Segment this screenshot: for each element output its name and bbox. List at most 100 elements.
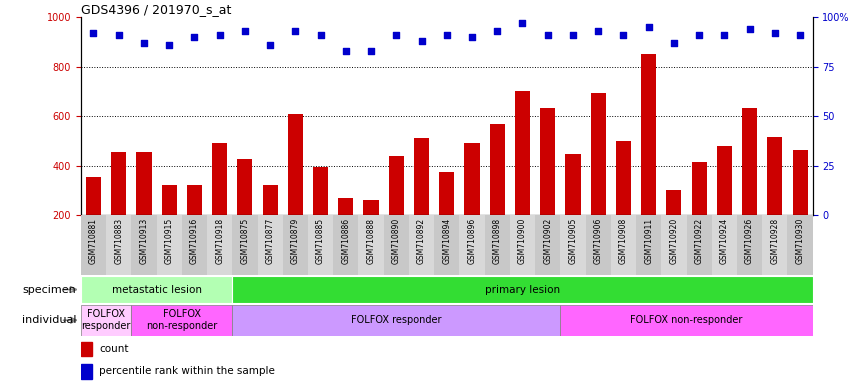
Text: GSM710898: GSM710898 [493,218,502,264]
Bar [81,215,106,275]
Text: GSM710883: GSM710883 [114,218,123,264]
Bar [81,305,131,336]
Point [87,30,100,36]
Bar [111,152,126,215]
Point [238,28,252,34]
Bar [661,215,687,275]
Text: GSM710894: GSM710894 [443,218,451,264]
Text: GSM710920: GSM710920 [670,218,678,264]
Text: GSM710926: GSM710926 [745,218,754,264]
Bar [232,215,258,275]
Point [440,32,454,38]
Text: FOLFOX non-responder: FOLFOX non-responder [631,315,743,325]
Text: GSM710918: GSM710918 [215,218,224,264]
Text: GSM710877: GSM710877 [266,218,275,264]
Bar [283,215,308,275]
Bar [334,215,358,275]
Bar [792,149,808,215]
Point [465,34,479,40]
Text: GSM710905: GSM710905 [568,218,578,265]
Text: individual: individual [22,315,77,325]
Bar [439,172,454,215]
Bar [762,215,787,275]
Bar [616,141,631,215]
Bar [131,215,157,275]
Point [163,42,176,48]
Bar [585,215,611,275]
Bar [636,215,661,275]
Bar [131,305,232,336]
Bar [136,152,151,215]
Text: GSM710915: GSM710915 [165,218,174,264]
Text: GSM710928: GSM710928 [770,218,780,264]
Bar [157,215,182,275]
Bar [187,185,202,215]
Point [288,28,302,34]
Bar [212,143,227,215]
Text: specimen: specimen [23,285,77,295]
Bar [465,143,480,215]
Point [642,24,655,30]
Point [566,32,580,38]
Bar [232,276,813,303]
Point [793,32,807,38]
Bar [510,215,535,275]
Text: GSM710896: GSM710896 [467,218,477,264]
Bar [182,215,207,275]
Text: GSM710906: GSM710906 [594,218,603,265]
Point [111,32,125,38]
Bar [692,162,706,215]
Bar [81,276,232,303]
Point [364,48,378,54]
Bar [540,108,556,215]
Text: GSM710890: GSM710890 [391,218,401,264]
Point [187,34,201,40]
Bar [768,137,782,215]
Bar [363,200,379,215]
Text: GSM710881: GSM710881 [89,218,98,264]
Text: GSM710885: GSM710885 [316,218,325,264]
Bar [515,91,530,215]
Bar [717,146,732,215]
Bar [207,215,232,275]
Bar [484,215,510,275]
Text: GSM710900: GSM710900 [518,218,527,265]
Bar [258,215,283,275]
Text: GSM710902: GSM710902 [543,218,552,264]
Point [137,40,151,46]
Bar [560,215,585,275]
Point [591,28,605,34]
Text: GSM710911: GSM710911 [644,218,654,264]
Point [617,32,631,38]
Text: GSM710875: GSM710875 [240,218,249,264]
Bar [787,215,813,275]
Point [339,48,352,54]
Bar [232,305,560,336]
Text: GSM710879: GSM710879 [291,218,300,264]
Point [263,42,277,48]
Bar [535,215,560,275]
Bar [81,364,92,379]
Bar [263,185,277,215]
Bar [489,124,505,215]
Bar [308,215,334,275]
Bar [460,215,484,275]
Text: FOLFOX
responder: FOLFOX responder [82,310,131,331]
Text: metastatic lesion: metastatic lesion [111,285,202,295]
Text: GSM710892: GSM710892 [417,218,426,264]
Text: GSM710908: GSM710908 [619,218,628,264]
Point [667,40,681,46]
Bar [591,93,606,215]
Bar [414,138,429,215]
Bar [358,215,384,275]
Point [490,28,504,34]
Bar [687,215,711,275]
Point [693,32,706,38]
Text: GSM710930: GSM710930 [796,218,804,265]
Point [314,32,328,38]
Text: GSM710916: GSM710916 [190,218,199,264]
Point [213,32,226,38]
Bar [611,215,636,275]
Text: GSM710913: GSM710913 [140,218,148,264]
Text: GDS4396 / 201970_s_at: GDS4396 / 201970_s_at [81,3,231,16]
